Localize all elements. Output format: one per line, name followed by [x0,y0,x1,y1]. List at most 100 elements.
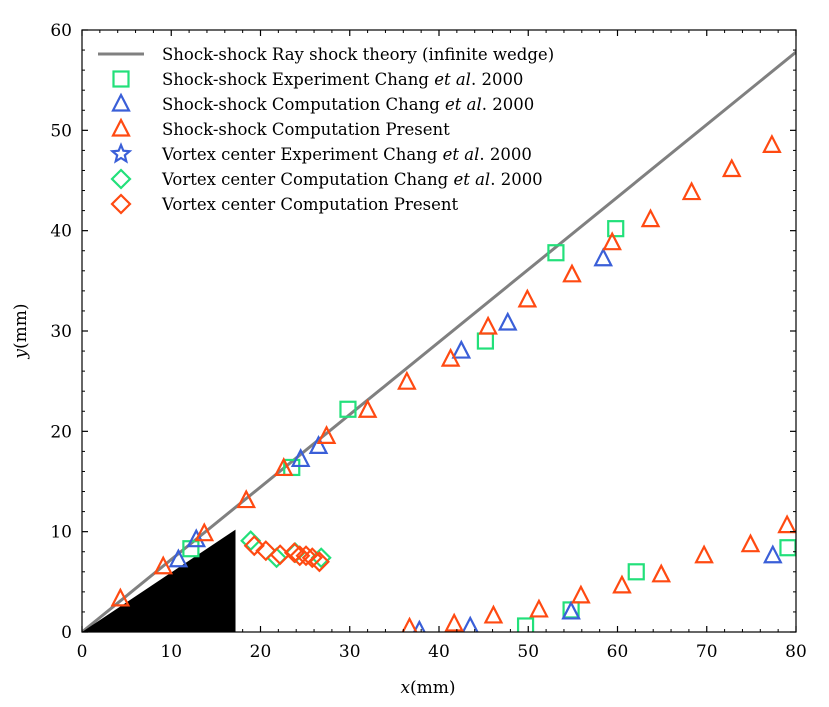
series-1 [182,220,796,632]
x-tick-label: 80 [785,642,807,662]
legend-label-text: Shock-shock Computation Chang [162,95,445,114]
data-point [273,457,294,477]
data-point [779,539,796,557]
y-tick-label: 30 [50,322,72,342]
data-point [571,584,591,604]
data-point [289,545,311,567]
x-tick-label: 50 [517,642,539,662]
y-tick-label: 10 [50,523,72,543]
data-point [412,619,426,632]
data-point [640,208,661,228]
data-point [612,574,632,594]
data-point [478,315,498,335]
x-tick-label: 40 [428,642,450,662]
data-point [497,311,518,331]
data-point [593,247,614,267]
wedge [82,529,236,632]
data-point [440,347,461,367]
legend-entry: Shock-shock Experiment Chang et al. 2000 [112,70,523,89]
data-point [721,158,742,178]
data-point [627,563,645,581]
data-point [762,544,783,564]
x-tick-label: 0 [77,642,88,662]
data-point [186,528,207,548]
y-tick-label: 40 [50,222,72,242]
legend-marker [111,92,131,112]
x-axis-label-unit: (mm) [410,678,456,698]
y-axis-label-var: y [11,349,31,360]
legend-label-italic: et al [453,170,490,189]
legend-label-italic: et al [445,95,482,114]
legend-entry: Vortex center Experiment Chang et al. 20… [109,142,532,164]
data-point [561,600,581,620]
legend-label: Vortex center Computation Present [161,195,459,214]
data-marks [82,50,796,632]
data-point [290,448,311,468]
legend-label-suffix: . 2000 [479,145,531,164]
x-tick-label: 70 [696,642,718,662]
data-point [762,133,782,153]
data-point [451,339,472,359]
data-point [243,535,265,557]
legend-label-italic: et al [443,145,480,164]
data-point [562,263,582,283]
data-point [777,514,796,534]
data-point [476,332,495,350]
legend-label-italic: et al [434,70,471,89]
legend-label-text: Vortex center Computation Present [161,195,459,214]
legend-entry: Vortex center Computation Present [110,193,459,215]
x-tick-label: 60 [607,642,629,662]
data-point [357,398,378,418]
data-point [740,533,761,553]
series-2 [168,247,783,632]
legend-marker [112,70,130,88]
data-point [483,604,504,624]
legend-label-text: Vortex center Computation Chang [161,170,453,189]
legend-label: Shock-shock Computation Chang et al. 200… [162,95,534,114]
data-point [651,563,672,583]
data-point [602,231,622,251]
data-point [110,587,131,607]
legend-label-text: Shock-shock Experiment Chang [162,70,434,89]
series-3 [110,133,796,632]
data-point [681,181,702,201]
legend-entry: Shock-shock Computation Chang et al. 200… [111,92,534,114]
legend-entry: Shock-shock Computation Present [111,117,450,139]
legend-label-text: Vortex center Experiment Chang [161,145,443,164]
data-point [397,370,417,390]
data-point [316,424,337,444]
legend-marker [109,142,133,164]
theory-line [82,50,796,632]
legend-marker [110,193,132,215]
data-point [168,548,189,568]
data-point [529,598,549,618]
data-point [401,616,418,632]
legend-label: Shock-shock Ray shock theory (infinite w… [162,45,554,64]
axes: 0 10 20 30 40 50 60 70 80 0 10 20 30 40 50 60 [50,21,806,662]
x-tick-label: 20 [250,642,272,662]
y-tick-label: 60 [50,21,72,41]
legend-entry: Shock-shock Ray shock theory (infinite w… [98,45,554,64]
data-point [339,400,357,418]
data-point [266,547,288,569]
data-point [295,545,317,567]
legend-label-text: Shock-shock Computation Present [162,120,450,139]
data-point [236,489,257,509]
data-point [308,551,330,573]
data-point [444,612,464,632]
data-point [283,542,305,564]
y-tick-label: 20 [50,422,72,442]
legend-label: Shock-shock Computation Present [162,120,450,139]
legend-label: Vortex center Computation Chang et al. 2… [161,170,543,189]
x-tick-label: 10 [160,642,182,662]
data-point [547,244,565,262]
legend-marker [111,117,131,137]
x-axis-label-var: x [400,678,410,698]
legend-entry: Vortex center Computation Chang et al. 2… [110,168,543,190]
y-axis-label: y(mm) [11,303,31,359]
series-6 [243,535,330,573]
data-point [153,555,174,575]
legend-marker [110,168,132,190]
y-tick-label: 0 [61,623,72,643]
